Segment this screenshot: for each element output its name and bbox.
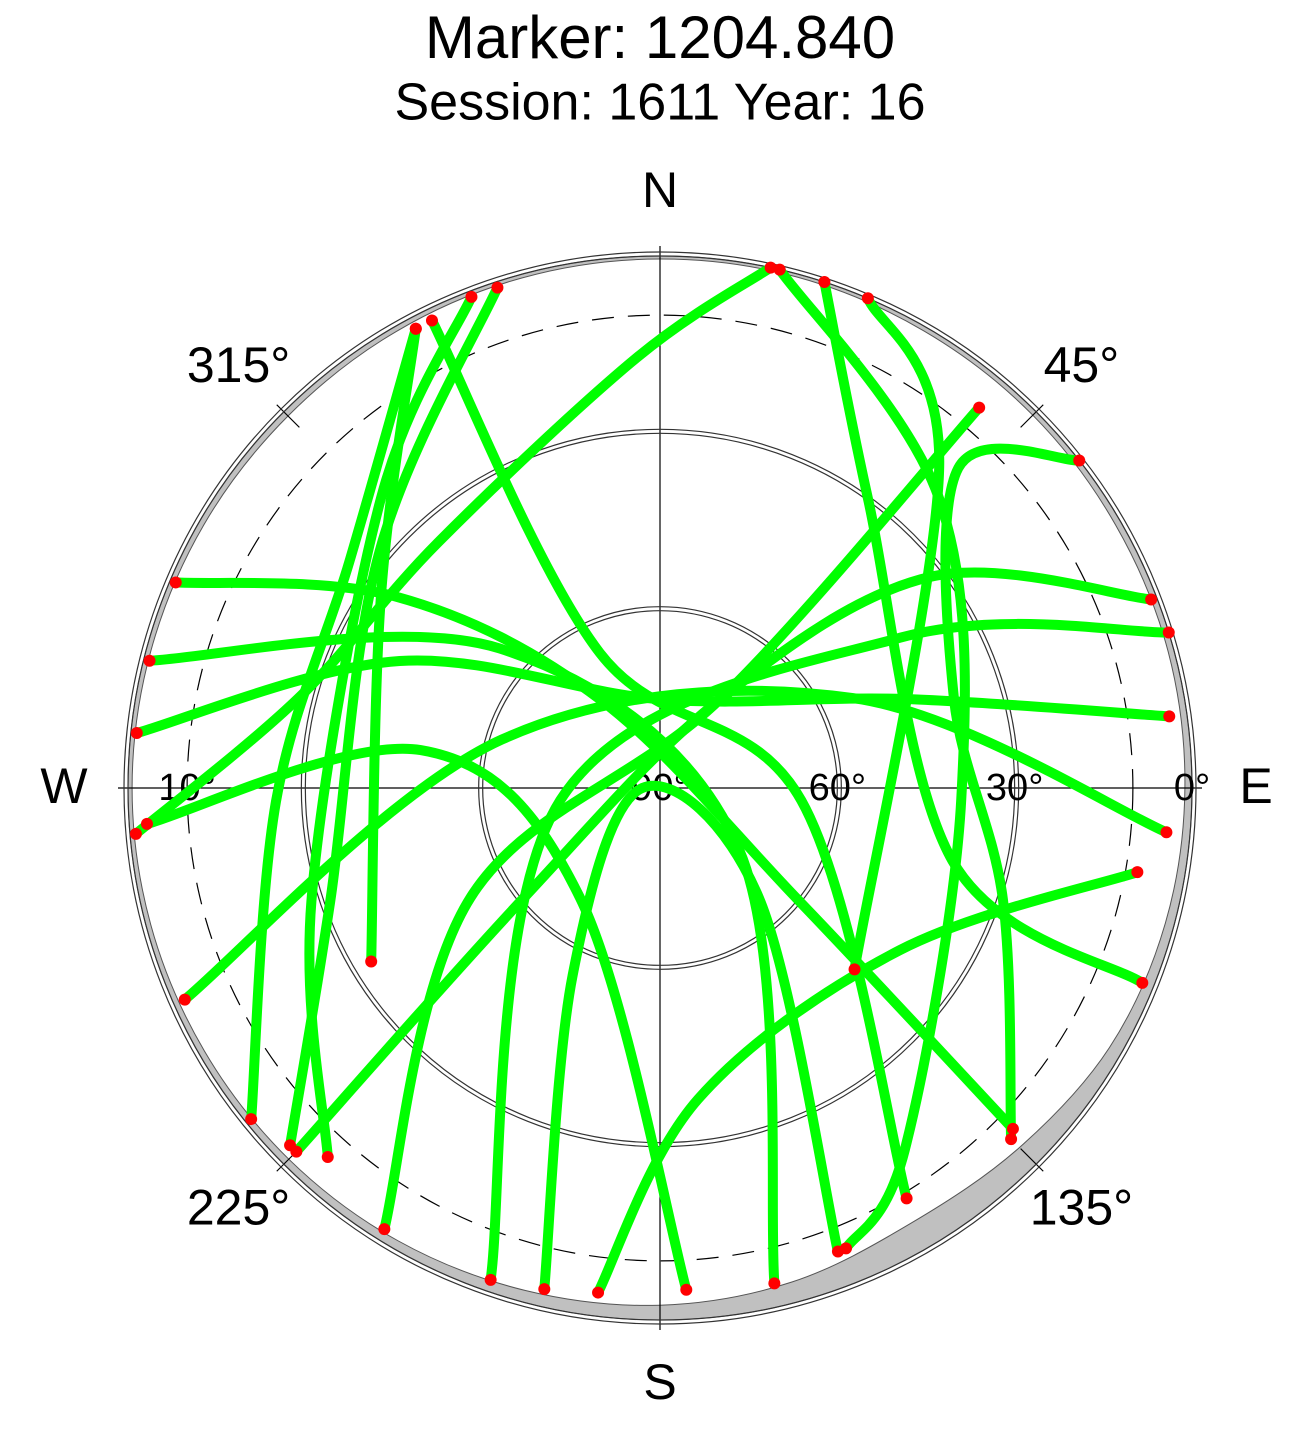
track-endpoint — [538, 1283, 551, 1296]
azimuth-label: 45° — [1044, 337, 1120, 393]
elevation-circle — [127, 255, 1193, 1321]
satellite-track — [940, 443, 1085, 1145]
track-endpoint — [169, 576, 182, 589]
track-endpoint — [484, 1273, 497, 1286]
satellite-track — [593, 867, 1143, 1298]
satellite-track — [304, 291, 477, 1162]
track-endpoint — [378, 1223, 391, 1236]
track-endpoint — [973, 401, 986, 414]
azimuth-label: E — [1239, 758, 1272, 814]
track-endpoint — [768, 1277, 781, 1290]
track-endpoint — [1162, 626, 1175, 639]
track-endpoint — [425, 314, 438, 327]
azimuth-line — [276, 404, 300, 428]
satellite-track — [379, 402, 985, 1235]
track-endpoint — [861, 292, 874, 305]
azimuth-label: 315° — [187, 337, 290, 393]
azimuth-label: 135° — [1030, 1180, 1133, 1236]
track-endpoint — [773, 263, 786, 276]
elevation-circle — [482, 610, 838, 966]
satellite-track — [485, 618, 1174, 1285]
azimuth-label: 225° — [187, 1180, 290, 1236]
track-endpoint — [1006, 1122, 1019, 1135]
elevation-label: 0° — [1174, 767, 1210, 809]
track-endpoint — [900, 1192, 913, 1205]
track-endpoint — [848, 963, 861, 976]
chart-title: Marker: 1204.840 — [425, 4, 895, 71]
satellite-track — [130, 262, 776, 839]
satellite-track — [427, 315, 912, 1204]
track-endpoint — [140, 817, 153, 830]
satellite-track — [539, 780, 843, 1295]
azimuth-line — [1020, 1148, 1044, 1172]
track-endpoint — [365, 955, 378, 968]
elevation-label: 60° — [809, 767, 866, 809]
track-endpoint — [1136, 976, 1149, 989]
track-endpoint — [129, 827, 142, 840]
track-endpoint — [1145, 593, 1158, 606]
track-endpoint — [465, 290, 478, 303]
track-endpoint — [1005, 1133, 1018, 1146]
azimuth-line — [1020, 404, 1044, 428]
track-endpoint — [818, 276, 831, 289]
track-endpoint — [290, 1145, 303, 1158]
elevation-label: 30° — [986, 767, 1043, 809]
track-endpoint — [592, 1286, 605, 1299]
satellite-track — [819, 277, 1148, 988]
track-endpoint — [764, 261, 777, 274]
track-endpoint — [831, 1245, 844, 1258]
track-endpoint — [130, 727, 143, 740]
azimuth-label: S — [643, 1354, 676, 1410]
azimuth-label: N — [642, 162, 678, 218]
elevation-circle — [123, 251, 1197, 1325]
track-endpoint — [321, 1150, 334, 1163]
track-endpoint — [1160, 826, 1173, 839]
track-endpoint — [409, 322, 422, 335]
track-endpoint — [1073, 454, 1086, 467]
track-endpoint — [491, 281, 504, 294]
track-endpoint — [680, 1283, 693, 1296]
chart-subtitle: Session: 1611 Year: 16 — [394, 74, 925, 132]
elevation-circle — [478, 606, 842, 970]
track-endpoint — [1163, 710, 1176, 723]
elevation-circle — [304, 432, 1016, 1144]
satellite-track — [179, 685, 1172, 1005]
azimuth-label: W — [40, 758, 88, 814]
satellite-track — [849, 293, 945, 975]
track-endpoint — [1131, 866, 1144, 879]
track-endpoint — [245, 1113, 258, 1126]
track-endpoint — [178, 993, 191, 1006]
track-endpoint — [143, 654, 156, 667]
